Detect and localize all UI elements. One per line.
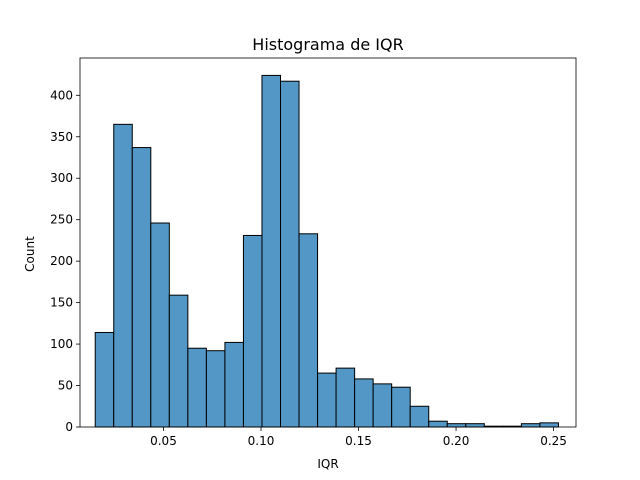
histogram-bar-14	[354, 378, 374, 428]
histogram-bar-17	[409, 405, 430, 428]
histogram-bar-8	[242, 234, 263, 428]
y-tick-label-2: 100	[50, 337, 73, 351]
histogram-bar-11	[298, 233, 319, 428]
y-tick-label-6: 300	[50, 171, 73, 185]
x-tick-label-4: 0.25	[540, 434, 567, 448]
histogram-bar-13	[335, 367, 356, 428]
histogram-bar-5	[187, 347, 207, 428]
histogram-bar-9	[261, 74, 282, 428]
histogram-bar-0	[94, 331, 115, 428]
x-axis-label: IQR	[317, 457, 338, 471]
histogram-bar-3	[150, 222, 170, 428]
y-tick-label-4: 200	[50, 254, 73, 268]
histogram-bar-18	[428, 420, 448, 428]
x-tick-label-3: 0.20	[443, 434, 470, 448]
axes-frame	[79, 57, 577, 428]
histogram-bar-24	[539, 422, 559, 428]
y-tick-label-3: 150	[50, 296, 73, 310]
histogram-bar-4	[168, 294, 189, 428]
x-axis-ticks: 0.05 0.10 0.15 0.20 0.25	[150, 427, 567, 448]
y-tick-label-7: 350	[50, 130, 73, 144]
histogram-bar-2	[131, 147, 152, 428]
x-tick-label-2: 0.15	[345, 434, 372, 448]
y-tick-label-5: 250	[50, 213, 73, 227]
histogram-bar-1	[113, 123, 133, 428]
x-tick-label-1: 0.10	[248, 434, 275, 448]
histogram-bar-16	[391, 386, 411, 428]
y-axis-label: Count	[23, 236, 37, 272]
y-tick-label-1: 50	[58, 379, 73, 393]
histogram-bar-6	[205, 350, 226, 428]
histogram-bars	[94, 74, 559, 428]
histogram-bar-15	[372, 383, 393, 428]
histogram-bar-12	[317, 372, 337, 428]
x-tick-label-0: 0.05	[150, 434, 177, 448]
histogram-bar-10	[280, 80, 300, 428]
histogram-bar-7	[224, 341, 244, 428]
histogram-bar-23	[520, 423, 541, 428]
y-axis-ticks: 0 50 100 150 200 250 300 350 400	[50, 88, 80, 434]
histogram-bar-20	[465, 423, 485, 428]
y-tick-label-0: 0	[65, 420, 73, 434]
y-tick-label-8: 400	[50, 88, 73, 102]
chart-title: Histograma de IQR	[252, 35, 403, 54]
histogram-bar-19	[446, 423, 467, 428]
